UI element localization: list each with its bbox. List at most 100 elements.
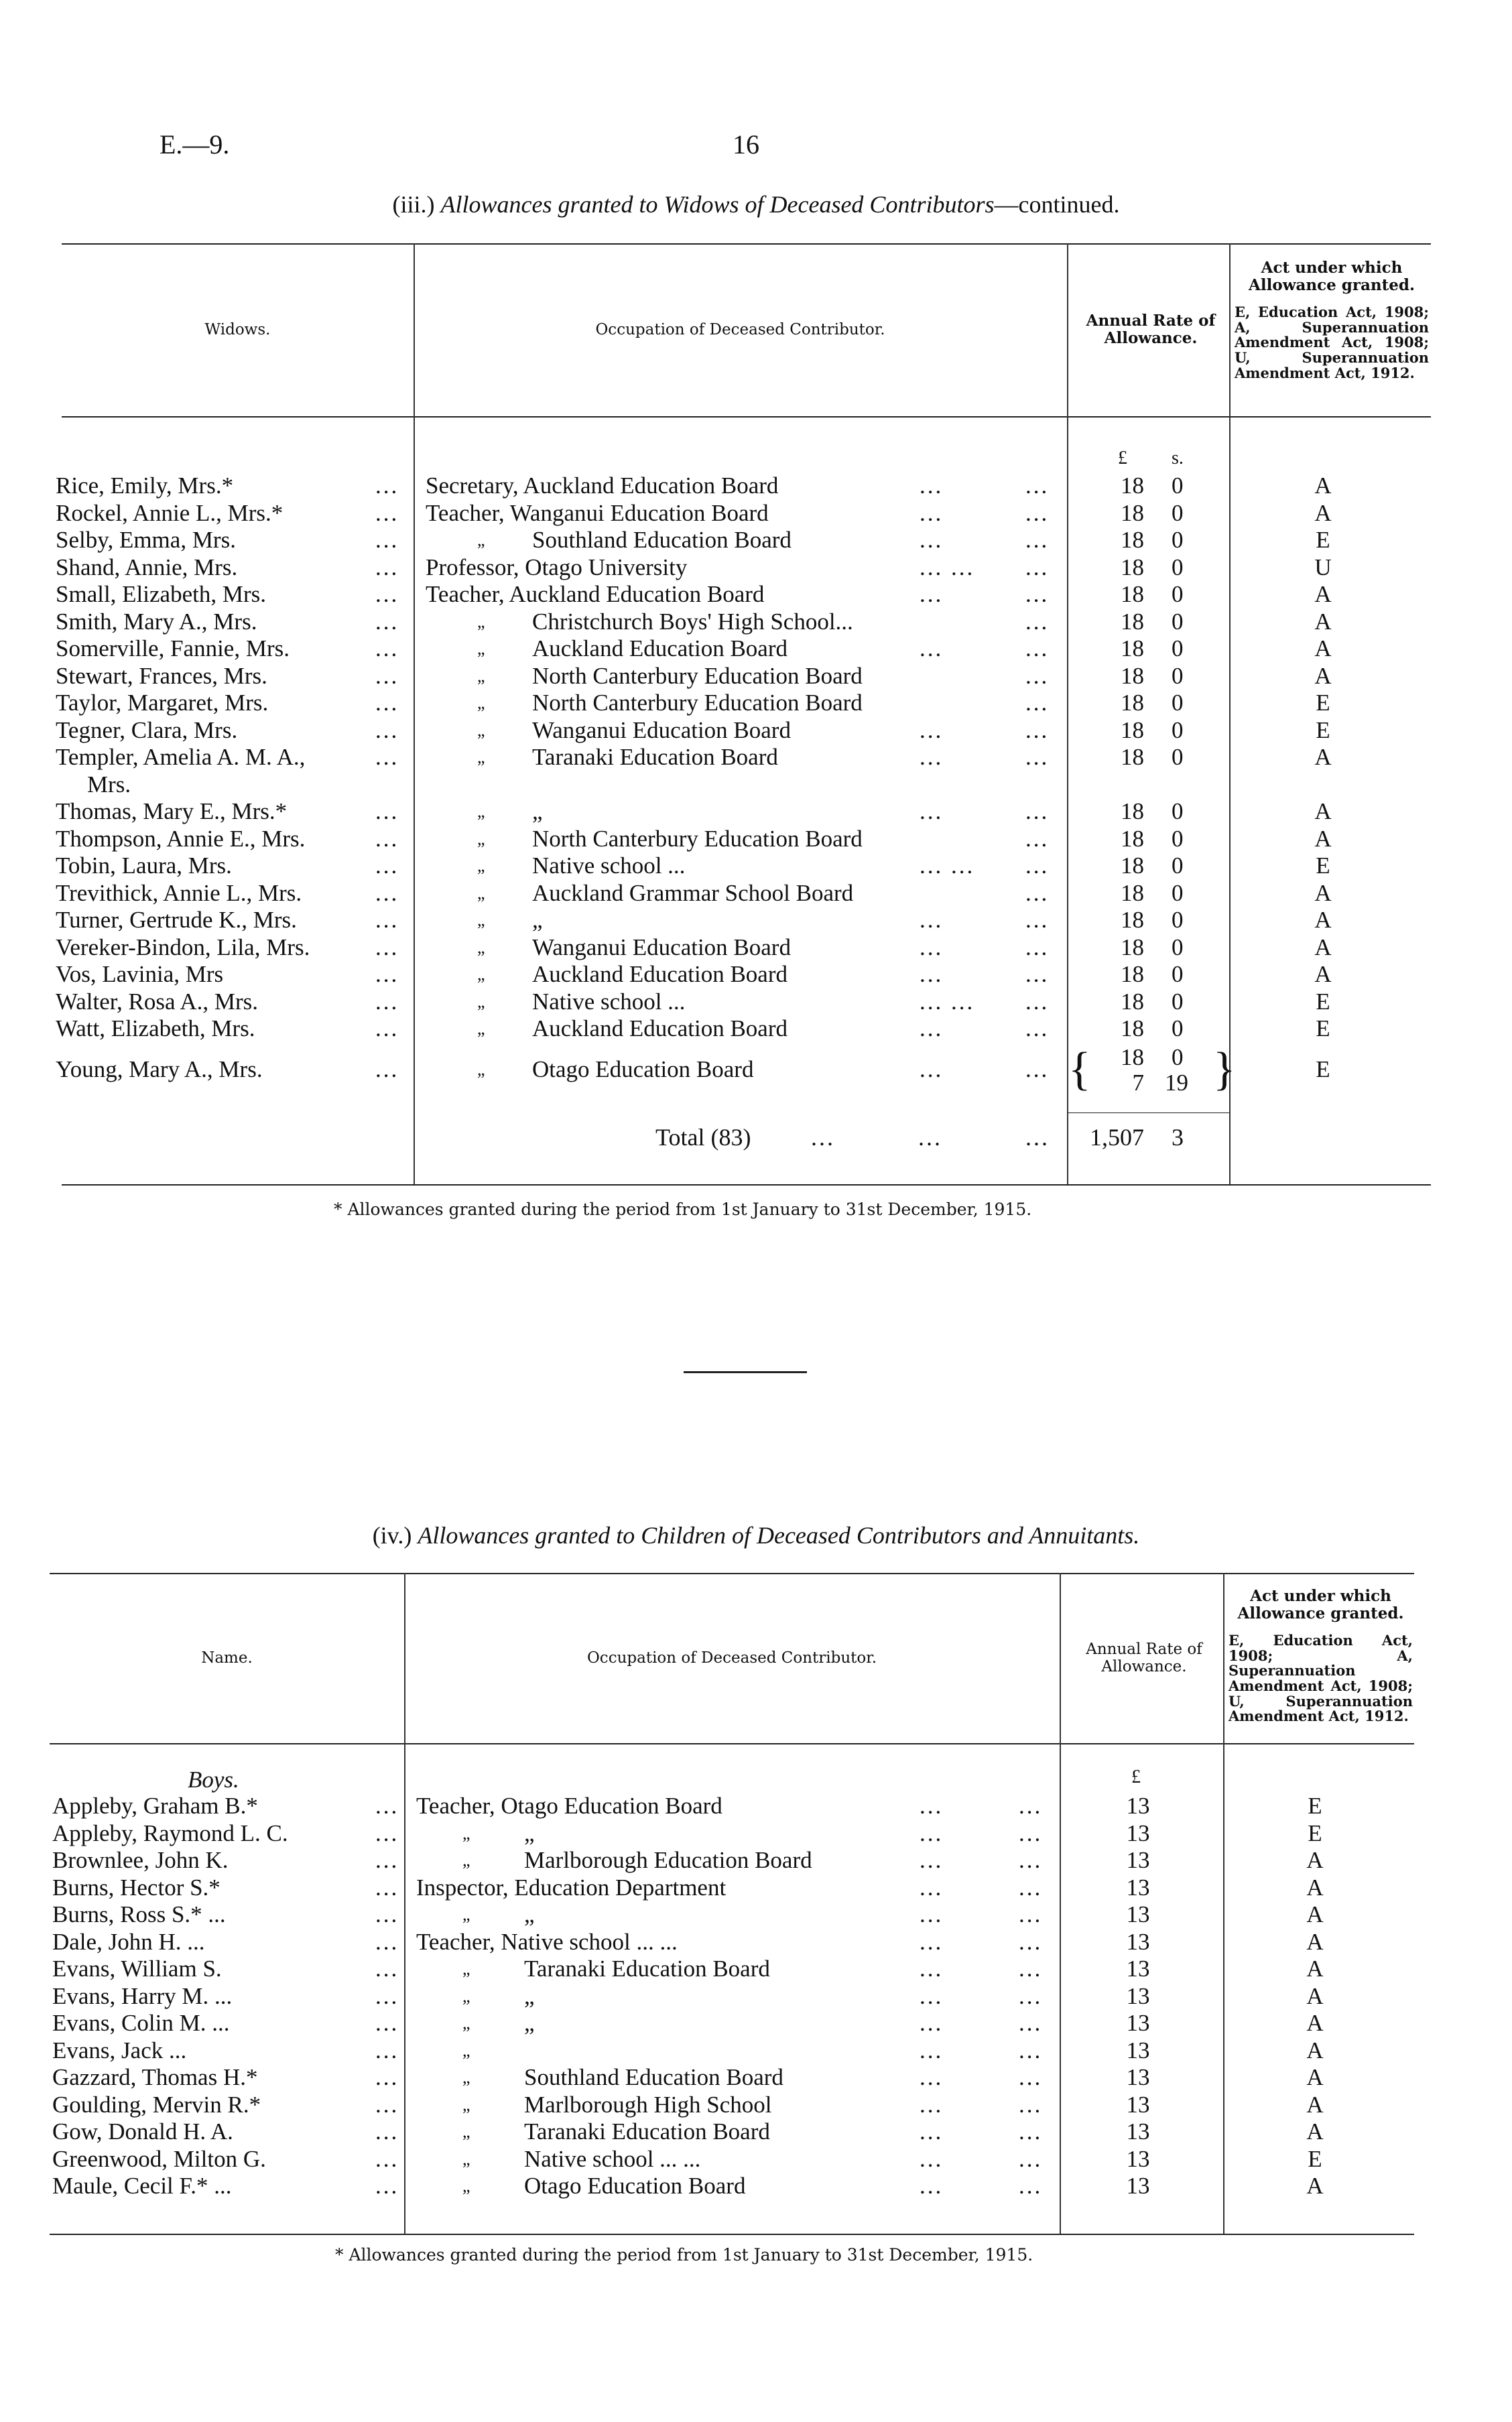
- rate-pounds: 18: [1121, 690, 1144, 716]
- leader-dots: ...: [1025, 608, 1050, 635]
- leader-dots: ...: [1025, 716, 1050, 743]
- rate-pounds: 13: [1126, 1820, 1150, 1846]
- leader-dots: ... ...: [920, 852, 975, 879]
- table-row: Walter, Rosa A., Mrs.... „ Native school .…: [0, 989, 1512, 1016]
- table-row: Burns, Ross S.* ...... „ „...... 13 A: [0, 1901, 1512, 1929]
- occupation: Taranaki Education Board: [524, 2118, 770, 2145]
- rate-pounds: 18: [1121, 1043, 1144, 1070]
- leader-dots: ...: [920, 527, 944, 553]
- total-label: Total (83): [655, 1124, 751, 1151]
- leader-dots: ...: [920, 1901, 944, 1927]
- ditto-mark: „: [462, 1850, 470, 1870]
- rate-pounds: 18: [1121, 662, 1144, 689]
- leader-dots: ...: [1019, 2037, 1043, 2063]
- occupation: „: [524, 2010, 535, 2036]
- act-code: A: [1314, 934, 1332, 960]
- occupation: Marlborough High School: [524, 2091, 772, 2118]
- rate-pounds: 13: [1126, 1956, 1150, 1982]
- table-row: Thomas, Mary E., Mrs.*... „ „...... 18 0 A: [0, 798, 1512, 826]
- act-code: A: [1306, 2173, 1324, 2199]
- leader-dots: ...: [1019, 2010, 1043, 2036]
- leader-dots: ... ...: [920, 988, 975, 1015]
- rate-pounds: 18: [1121, 581, 1144, 607]
- act-code: A: [1306, 1901, 1324, 1927]
- table-row: Thompson, Annie E., Mrs.... „ North Canter…: [0, 826, 1512, 853]
- title-prefix: (iv.): [372, 1522, 412, 1549]
- leader-dots: ...: [1019, 1874, 1043, 1901]
- leader-dots: ...: [1019, 2145, 1043, 2172]
- rule: [62, 243, 1431, 245]
- rate-pounds: 13: [1126, 1793, 1150, 1819]
- ditto-mark: „: [477, 828, 485, 848]
- act-code: A: [1314, 879, 1332, 906]
- header-act-note: E, Education Act, 1908; A, Superannuatio…: [1235, 304, 1429, 381]
- rate-pounds: 18: [1121, 988, 1144, 1015]
- act-code: A: [1306, 1956, 1324, 1982]
- occupation: „: [524, 1901, 535, 1927]
- ditto-mark: „: [477, 530, 485, 550]
- title-italic: Allowances granted to Children of Deceas…: [418, 1522, 1140, 1549]
- ditto-mark: „: [477, 910, 485, 930]
- leader-dots: ...: [920, 2091, 944, 2118]
- occupation: „: [532, 798, 543, 824]
- act-code: A: [1314, 744, 1332, 770]
- header-occupation: Occupation of Deceased Contributor.: [586, 1649, 877, 1667]
- leader-dots: ...: [811, 1124, 835, 1151]
- table-row: Turner, Gertrude K., Mrs.... „ „...... 18 0 A: [0, 907, 1512, 934]
- act-code: E: [1316, 1015, 1330, 1041]
- rate-pounds: 18: [1121, 744, 1144, 770]
- leader-dots: ...: [375, 744, 399, 770]
- rate-pounds: 18: [1121, 852, 1144, 879]
- child-name: Brownlee, John K.: [52, 1847, 229, 1873]
- total-shillings: 3: [1172, 1124, 1184, 1151]
- table-row: Goulding, Mervin R.*... „ Marlborough High…: [0, 2092, 1512, 2119]
- occupation: Teacher, Auckland Education Board: [426, 581, 765, 607]
- leader-dots: ...: [920, 1793, 944, 1819]
- rule: [62, 416, 1431, 418]
- rate-shillings: 0: [1172, 825, 1184, 852]
- widow-name: Vereker-Bindon, Lila, Mrs.: [56, 934, 310, 960]
- occupation: „: [524, 1820, 535, 1846]
- leader-dots: ...: [920, 472, 944, 499]
- table-row: Gazzard, Thomas H.*... „ Southland Educati…: [0, 2064, 1512, 2092]
- rate-pounds: 18: [1121, 1015, 1144, 1041]
- header-act-note: E, Education Act, 1908; A, Superannuatio…: [1228, 1632, 1413, 1725]
- table-row: Stewart, Frances, Mrs.... „ North Canterbu…: [0, 663, 1512, 690]
- table-row: Vos, Lavinia, Mrs... „ Auckland Education …: [0, 961, 1512, 989]
- act-code: A: [1314, 798, 1332, 824]
- rate-pounds: 13: [1126, 1901, 1150, 1927]
- leader-dots: ...: [1025, 907, 1050, 933]
- child-name: Evans, William S.: [52, 1956, 222, 1982]
- act-code: A: [1306, 1928, 1324, 1955]
- table-row: Appleby, Graham B.*... Teacher, Otago Edu…: [0, 1793, 1512, 1820]
- title-prefix: (iii.): [392, 191, 435, 218]
- rate-shillings: 0: [1172, 907, 1184, 933]
- leader-dots: ...: [920, 934, 944, 960]
- leader-dots: ...: [1025, 879, 1050, 906]
- ditto-mark: „: [462, 1823, 470, 1843]
- ditto-mark: „: [477, 802, 485, 821]
- occupation: Teacher, Otago Education Board: [416, 1793, 722, 1819]
- widow-name: Thompson, Annie E., Mrs.: [56, 825, 306, 852]
- leader-dots: ...: [1025, 499, 1050, 526]
- leader-dots: ...: [375, 1820, 399, 1846]
- rate-pounds: 13: [1126, 1982, 1150, 2009]
- widow-name: Tobin, Laura, Mrs.: [56, 852, 232, 879]
- child-name: Appleby, Graham B.*: [52, 1793, 258, 1819]
- brace-left-icon: {: [1068, 1043, 1091, 1095]
- leader-dots: ...: [375, 554, 399, 580]
- rate-shillings: 0: [1172, 988, 1184, 1015]
- occupation: Professor, Otago University: [426, 554, 688, 580]
- occupation: Marlborough Education Board: [524, 1847, 812, 1873]
- ditto-mark: „: [477, 883, 485, 903]
- table-row: Rice, Emily, Mrs.*... Secretary, Auckland…: [0, 472, 1512, 500]
- ditto-mark: „: [477, 611, 485, 631]
- rate-pounds: 18: [1121, 825, 1144, 852]
- table-row: Shand, Annie, Mrs.... Professor, Otago Un…: [0, 554, 1512, 582]
- occupation: Taranaki Education Board: [532, 744, 778, 770]
- occupation: Otago Education Board: [532, 1056, 754, 1082]
- rate-shillings: 0: [1172, 635, 1184, 661]
- leader-dots: ...: [918, 1124, 942, 1151]
- unit-pounds: £: [1118, 448, 1127, 468]
- ditto-mark: „: [477, 964, 485, 984]
